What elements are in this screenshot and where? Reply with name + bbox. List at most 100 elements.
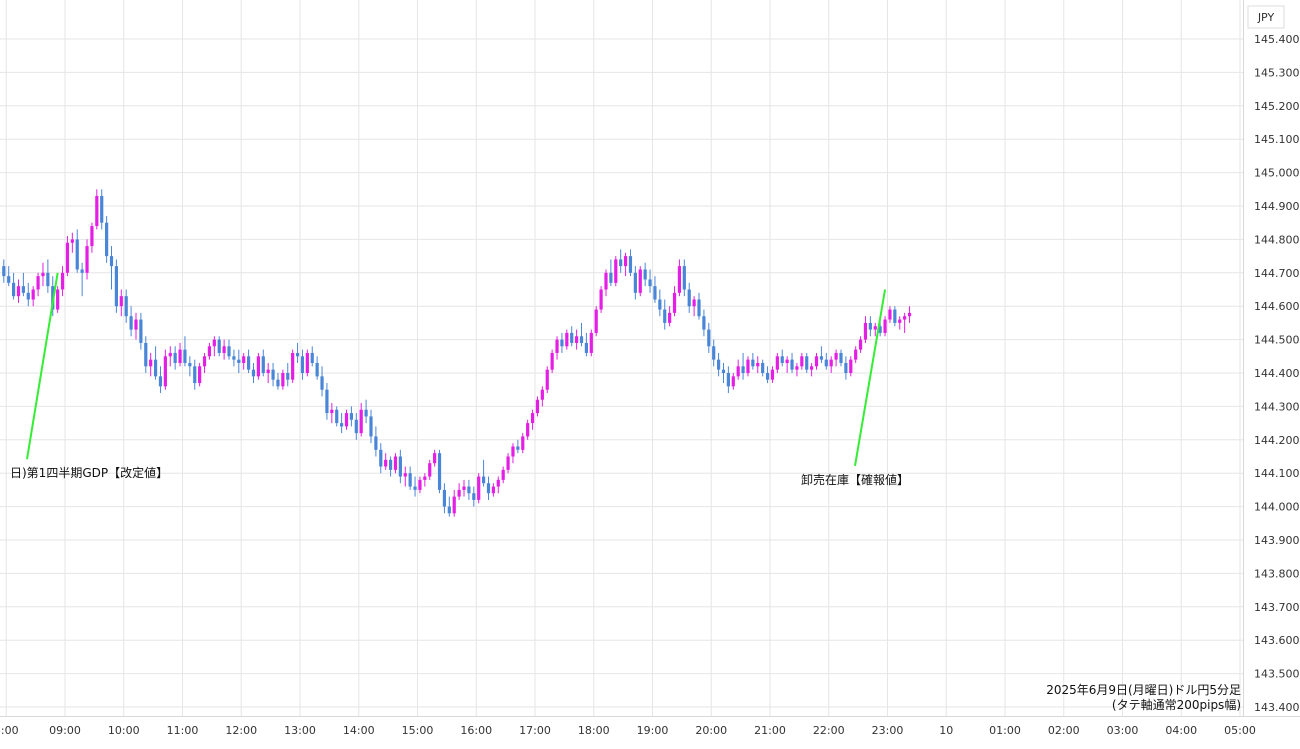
x-tick-label: 23:00 (872, 724, 904, 737)
candle (834, 349, 838, 367)
candle-body (105, 222, 109, 257)
candle-body (212, 339, 216, 347)
y-tick-label: 144.300 (1254, 400, 1300, 413)
candle (854, 346, 858, 363)
candle-body (702, 316, 706, 330)
candle (109, 246, 114, 290)
candle (712, 339, 716, 367)
candle-body (85, 246, 89, 273)
candle (442, 483, 447, 514)
candle (291, 349, 295, 384)
candle (90, 222, 94, 253)
candle (202, 352, 207, 373)
candle-body (623, 256, 628, 267)
candle-body (168, 352, 172, 357)
candle-body (893, 309, 897, 323)
grid-lines (0, 0, 1243, 716)
candle (530, 409, 535, 430)
candle-body (442, 489, 447, 507)
candle (232, 349, 236, 367)
candle-body (663, 309, 667, 323)
candle (633, 266, 637, 300)
candle-body (868, 322, 872, 330)
candle-body (300, 356, 305, 373)
candle-body (158, 376, 163, 387)
candle-body (428, 463, 432, 477)
candle-body (854, 349, 858, 360)
candle-body (540, 389, 544, 400)
candle (775, 352, 779, 373)
candle-body (712, 346, 716, 360)
x-tick-label: 02:00 (1048, 724, 1080, 737)
candle (604, 269, 608, 297)
candle-body (36, 276, 40, 290)
candle (134, 312, 138, 340)
candle-body (658, 299, 662, 310)
candle (594, 306, 598, 337)
candle (7, 266, 11, 287)
candle (11, 272, 16, 300)
candle (467, 479, 471, 500)
candle-body (770, 369, 775, 380)
candle (800, 352, 804, 370)
chart-title-line-2: (タテ軸通常200pips幅) (1112, 697, 1241, 712)
candle-body (305, 352, 309, 373)
candle (16, 279, 21, 303)
candle (849, 356, 853, 377)
candle-body (805, 356, 809, 370)
candle-body (315, 362, 319, 377)
candle-body (594, 309, 598, 333)
candle (379, 443, 383, 474)
candle (907, 306, 912, 323)
candle-body (26, 292, 30, 300)
candle (672, 286, 677, 317)
candle (256, 352, 260, 380)
candle-body (863, 322, 868, 340)
candle-body (222, 346, 226, 353)
candle (2, 259, 6, 283)
candle (457, 483, 461, 500)
candle-body (202, 356, 207, 367)
candle-body (780, 356, 784, 363)
candle-body (149, 359, 153, 367)
candle-body (16, 286, 21, 297)
candle (682, 259, 686, 297)
currency-label-box (1247, 5, 1285, 29)
y-tick-label: 144.200 (1254, 434, 1300, 447)
y-tick-label: 143.400 (1254, 701, 1300, 714)
candle-body (237, 359, 241, 363)
candle (824, 352, 828, 370)
candle (129, 306, 133, 337)
candle (770, 366, 775, 384)
candle (903, 312, 907, 333)
x-tick-label: 12:00 (225, 724, 257, 737)
candle (60, 266, 65, 297)
candle (349, 406, 354, 427)
candle-body (457, 489, 461, 497)
y-tick-label: 143.800 (1254, 567, 1300, 580)
candle (535, 396, 540, 417)
candle-body (291, 352, 295, 380)
candle-body (628, 256, 633, 273)
candle-body (907, 312, 912, 317)
x-tick-label: 14:00 (343, 724, 375, 737)
candle (746, 356, 750, 377)
candle (85, 239, 89, 280)
candle (526, 419, 530, 440)
candle-body (873, 326, 877, 330)
candle-body (633, 272, 637, 293)
candle-body (530, 413, 535, 424)
candle-body (560, 339, 564, 347)
candle-body (765, 373, 770, 380)
candle-body (178, 349, 182, 363)
candle (785, 356, 789, 373)
candle (403, 466, 407, 487)
candle (638, 266, 642, 297)
candle (388, 456, 393, 477)
candle-body (393, 456, 398, 470)
x-tick-label: 03:00 (1107, 724, 1139, 737)
candle (697, 292, 701, 320)
candle (21, 272, 25, 297)
candle (46, 259, 50, 293)
candle-body (2, 266, 6, 277)
